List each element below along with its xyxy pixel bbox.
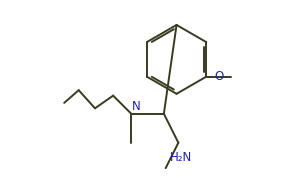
Text: N: N bbox=[132, 100, 141, 113]
Text: O: O bbox=[215, 70, 224, 83]
Text: H₂N: H₂N bbox=[170, 151, 192, 164]
